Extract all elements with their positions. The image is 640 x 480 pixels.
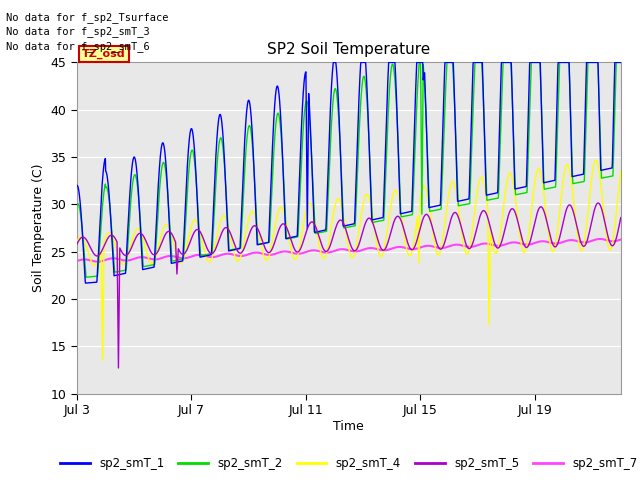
Text: No data for f_sp2_smT_6: No data for f_sp2_smT_6 (6, 41, 150, 52)
Title: SP2 Soil Temperature: SP2 Soil Temperature (267, 42, 431, 57)
Text: No data for f_sp2_Tsurface: No data for f_sp2_Tsurface (6, 12, 169, 23)
Legend: sp2_smT_1, sp2_smT_2, sp2_smT_4, sp2_smT_5, sp2_smT_7: sp2_smT_1, sp2_smT_2, sp2_smT_4, sp2_smT… (55, 453, 640, 475)
Y-axis label: Soil Temperature (C): Soil Temperature (C) (32, 164, 45, 292)
Text: No data for f_sp2_smT_3: No data for f_sp2_smT_3 (6, 26, 150, 37)
X-axis label: Time: Time (333, 420, 364, 433)
Text: TZ_osd: TZ_osd (82, 49, 126, 59)
